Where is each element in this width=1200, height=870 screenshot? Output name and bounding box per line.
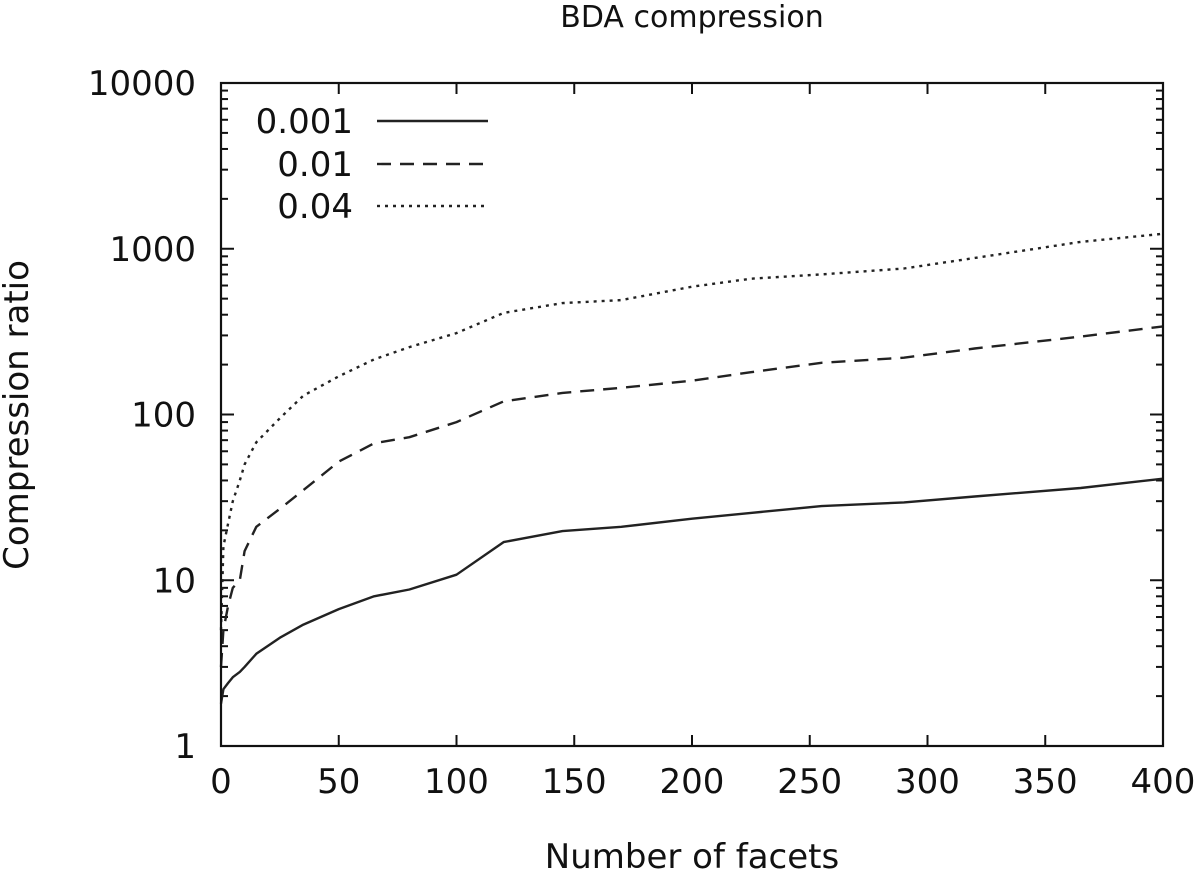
plot-area — [219, 232, 1164, 704]
x-tick-label: 150 — [542, 762, 607, 802]
series-line-0.001 — [219, 477, 1164, 704]
x-tick-label: 250 — [777, 762, 842, 802]
chart-title: BDA compression — [560, 0, 823, 35]
y-tick-label: 1000 — [109, 230, 196, 270]
x-tick-label: 200 — [660, 762, 725, 802]
x-axis-label: Number of facets — [545, 837, 839, 870]
axis-tick-labels: 0 50 100 150 200 250 300 350 400 1 10 100 1000 10000 — [88, 64, 1196, 802]
y-tick-label: 100 — [131, 396, 196, 436]
y-tick-label: 1 — [174, 727, 196, 767]
legend-label: 0.001 — [256, 102, 353, 142]
x-tick-label: 0 — [210, 762, 232, 802]
x-tick-label: 400 — [1131, 762, 1196, 802]
x-tick-label: 100 — [424, 762, 489, 802]
plot-frame — [219, 81, 1165, 748]
y-tick-label: 10000 — [88, 64, 196, 104]
x-tick-label: 50 — [317, 762, 360, 802]
x-tick-label: 350 — [1013, 762, 1078, 802]
y-tick-label: 10 — [153, 561, 196, 601]
y-axis-label: Compression ratio — [0, 260, 37, 570]
x-tick-label: 300 — [895, 762, 960, 802]
axis-ticks — [220, 82, 1164, 747]
series-line-0.01 — [219, 325, 1164, 667]
legend-label: 0.01 — [277, 145, 353, 185]
series-line-0.04 — [219, 232, 1164, 631]
legend-label: 0.04 — [277, 187, 353, 227]
